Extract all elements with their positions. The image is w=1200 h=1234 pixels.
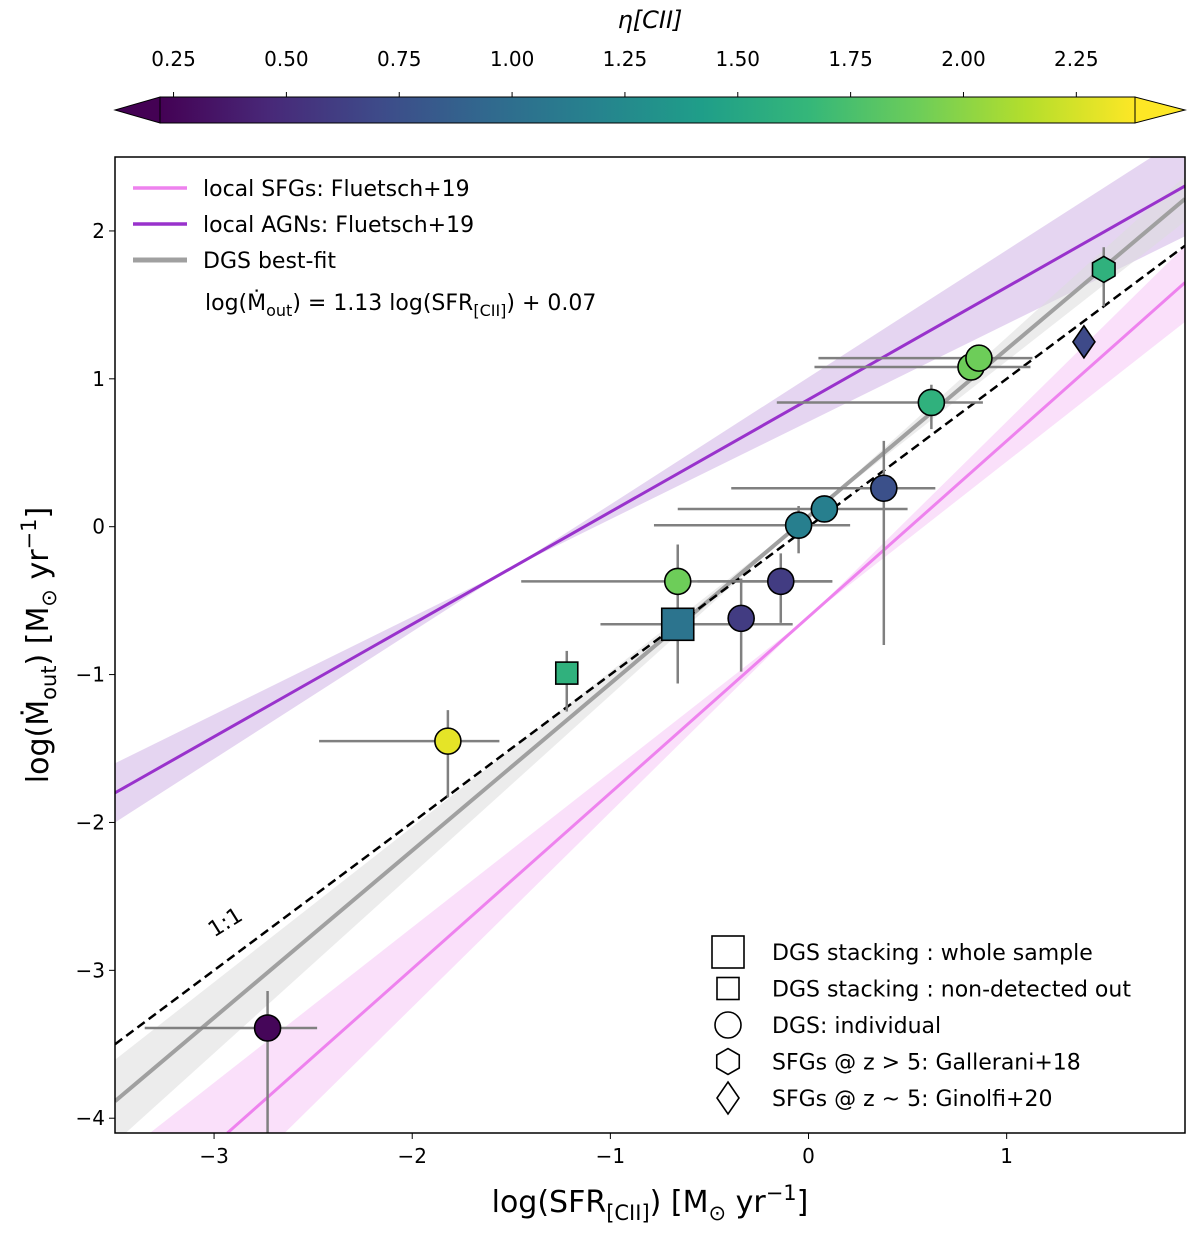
legend-label: local AGNs: Fluetsch+19 (203, 213, 474, 238)
colorbar-tick-label: 0.25 (151, 47, 196, 71)
y-tick-label: 0 (92, 515, 105, 539)
legend-label: DGS best-fit (203, 249, 336, 274)
colorbar-tick-label: 1.00 (490, 47, 535, 71)
one-to-one-label: 1:1 (204, 903, 247, 943)
x-tick-label: 1 (1000, 1144, 1013, 1168)
legend-marker-hexagon (715, 1047, 741, 1076)
plot-frame (114, 156, 1186, 1134)
marker-legend: DGS stacking : whole sample DGS stacking … (711, 935, 1131, 1116)
data-point-circle (253, 1014, 282, 1042)
legend-label: local SFGs: Fluetsch+19 (203, 177, 470, 202)
data-point-circle (434, 727, 462, 755)
colorbar-bar (159, 96, 1136, 124)
legend-marker-diamond (716, 1080, 740, 1116)
colorbar: 0.25 0.50 0.75 1.00 1.25 1.50 1.75 2.00 2.25 (113, 47, 1187, 124)
plot-area (115, 157, 1185, 1133)
data-point-circle (727, 604, 755, 633)
data-point-square (554, 661, 579, 685)
legend-marker-circle (714, 1011, 742, 1039)
data-point-circle (810, 495, 839, 523)
data-point-circle (766, 567, 795, 596)
data-point-circle (870, 474, 898, 503)
y-tick-label: 2 (92, 219, 105, 243)
fit-line (226, 281, 1185, 1133)
data-point-circle (965, 344, 993, 372)
data-point-circle (784, 511, 813, 540)
line-legend: local SFGs: Fluetsch+19 local AGNs: Fluet… (133, 177, 474, 274)
legend-label: SFGs @ z ~ 5: Ginolfi+20 (772, 1087, 1052, 1112)
x-axis-label: log(SFR[CII]) [M⊙ yr−1] (492, 1181, 809, 1225)
x-tick-label: 0 (802, 1144, 815, 1168)
colorbar-extend-low (113, 96, 161, 124)
x-tick-label: −1 (596, 1144, 625, 1168)
confidence-band (115, 176, 1185, 1133)
data-point-circle (917, 388, 946, 417)
x-tick-label: −2 (397, 1144, 426, 1168)
colorbar-tick-label: 1.50 (716, 47, 761, 71)
y-axis-label: log(Ṁout) [M⊙ yr−1] (17, 507, 61, 783)
colorbar-tick-label: 0.75 (377, 47, 422, 71)
data-point-bigsquare (660, 607, 695, 642)
fit-annotation: log(Ṁout) = 1.13 log(SFR[CII]) + 0.07 (205, 290, 596, 320)
y-tick-label: −2 (76, 810, 105, 834)
legend-label: DGS stacking : whole sample (772, 941, 1093, 966)
legend-label: DGS stacking : non-detected out (772, 978, 1131, 1003)
colorbar-tick-label: 1.75 (828, 47, 873, 71)
legend-marker-square (716, 976, 740, 1001)
legend-marker-bigsquare (711, 935, 745, 969)
y-tick-label: −3 (76, 958, 105, 982)
colorbar-extend-high (1134, 96, 1187, 124)
data-point-circle (663, 567, 692, 596)
x-tick-label: −3 (199, 1144, 228, 1168)
y-tick-label: 1 (92, 367, 105, 391)
colorbar-label: η[CII] (618, 6, 683, 34)
fit-line (115, 197, 1185, 1103)
one-to-one-line (115, 244, 1185, 1046)
colorbar-tick-label: 2.00 (941, 47, 986, 71)
y-tick-label: −4 (76, 1106, 105, 1130)
legend-label: SFGs @ z > 5: Gallerani+18 (772, 1051, 1081, 1076)
fit-line (115, 184, 1185, 795)
colorbar-tick-label: 0.50 (264, 47, 309, 71)
colorbar-tick-label: 2.25 (1054, 47, 1099, 71)
y-tick-label: −1 (76, 663, 105, 687)
data-point-diamond (1071, 324, 1096, 360)
legend-label: DGS: individual (772, 1014, 941, 1039)
data-point-hexagon (1091, 255, 1116, 284)
colorbar-tick-label: 1.25 (603, 47, 648, 71)
axes: −3 −2 −1 0 1 −4 −3 −2 −1 0 1 2 (76, 219, 1014, 1168)
